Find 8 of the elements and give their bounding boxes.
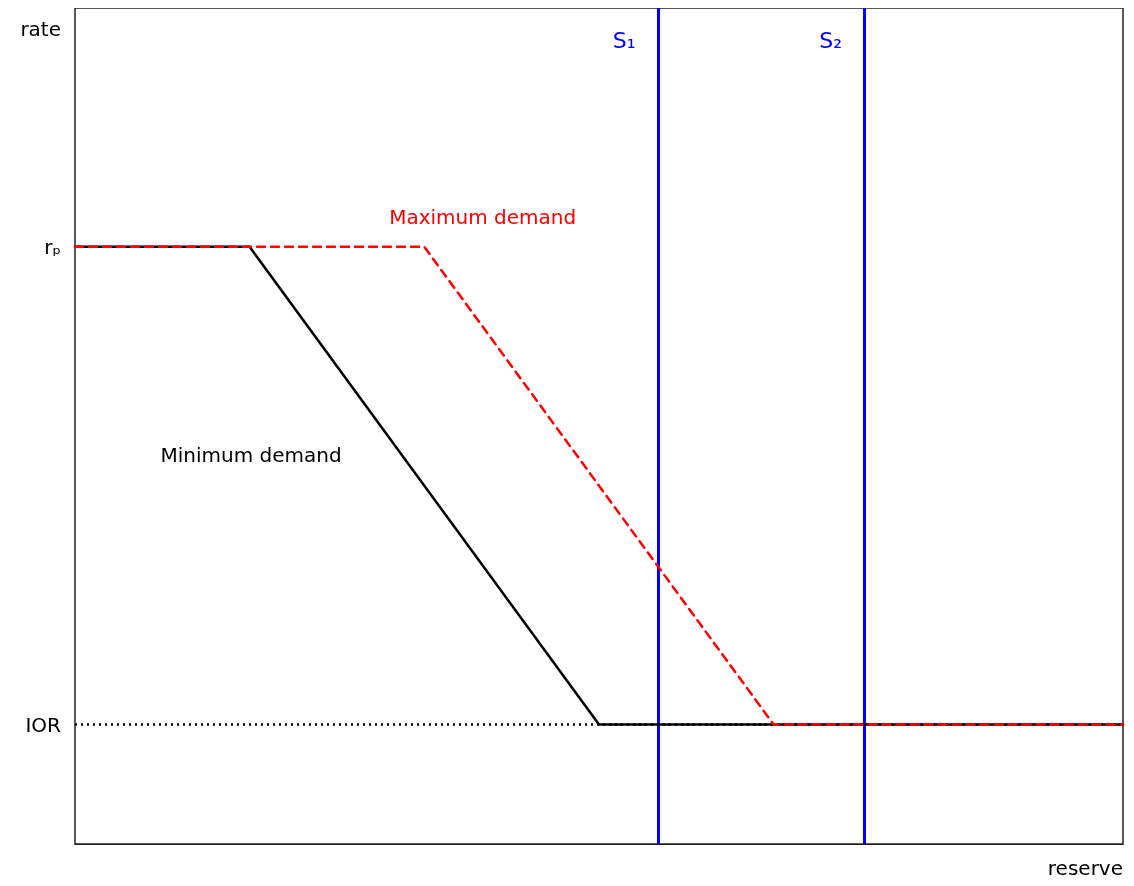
text: S₂ — [819, 27, 842, 53]
text: rate — [20, 16, 61, 41]
series-label: Maximum demand — [389, 205, 577, 229]
text: S₁ — [612, 27, 636, 53]
text: rₚ — [44, 234, 61, 259]
text: Minimum demand — [160, 443, 342, 468]
x-axis-title: reserve — [1047, 856, 1123, 880]
text: IOR — [25, 712, 62, 737]
